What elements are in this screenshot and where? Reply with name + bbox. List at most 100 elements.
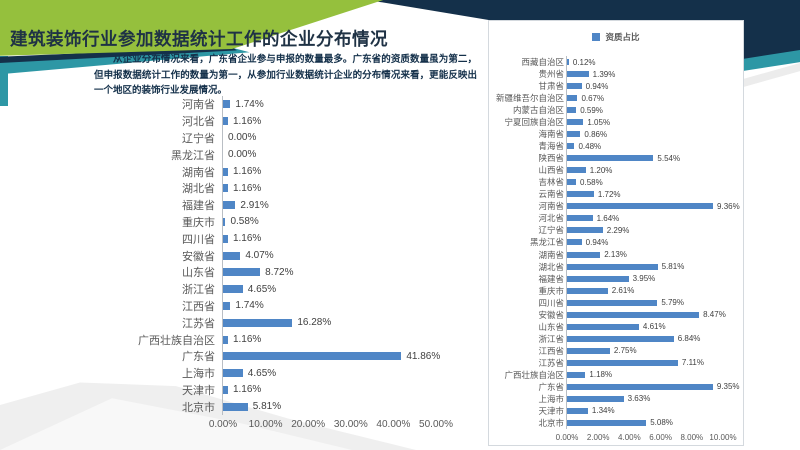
- chart-row: 广东省 9.35%: [489, 380, 743, 393]
- left-chart-rows: 河南省 1.74% 河北省 1.16% 辽宁省 0.00% 黑龙江省 0.00% 湖南省 1.16…: [90, 96, 480, 416]
- category-label: 海南省: [538, 129, 564, 140]
- bar-track: 4.07%: [222, 247, 436, 264]
- bar: [567, 239, 582, 246]
- category-label: 广西壮族自治区: [504, 369, 564, 380]
- bar: [567, 83, 582, 90]
- bar: [567, 191, 594, 198]
- category-label: 贵州省: [538, 69, 564, 80]
- x-axis-tick-label: 2.00%: [586, 432, 610, 442]
- category-label: 广东省: [538, 381, 564, 392]
- bar-track: 0.48%: [566, 140, 723, 153]
- bar-track: 1.72%: [566, 188, 723, 201]
- chart-row: 天津市 1.16%: [90, 381, 480, 399]
- chart-row: 湖北省 5.81%: [489, 260, 743, 273]
- category-label: 江西省: [538, 345, 564, 356]
- chart-row: 四川省 1.16%: [90, 230, 480, 248]
- x-axis-tick-label: 50.00%: [419, 419, 453, 431]
- value-label: 0.00%: [228, 132, 257, 144]
- chart-row: 安徽省 8.47%: [489, 308, 743, 321]
- category-label: 北京市: [538, 417, 564, 428]
- x-axis-tick-label: 0.00%: [208, 419, 238, 431]
- bar: [567, 215, 593, 222]
- bar: [223, 318, 293, 327]
- x-axis-tick-label: 8.00%: [680, 432, 704, 442]
- value-label: 8.72%: [265, 266, 294, 278]
- category-label: 上海市: [538, 393, 564, 404]
- value-label: 8.47%: [703, 310, 726, 320]
- bar: [567, 119, 584, 126]
- bar-track: 5.81%: [222, 398, 436, 416]
- bar: [567, 167, 586, 174]
- category-label: 四川省: [182, 233, 215, 246]
- bar: [567, 287, 608, 294]
- bar: [567, 335, 674, 342]
- chart-row: 江苏省 16.28%: [90, 314, 480, 332]
- chart-row: 江西省 2.75%: [489, 344, 743, 357]
- bar: [223, 217, 226, 226]
- category-label: 江西省: [182, 300, 215, 313]
- category-label: 江苏省: [182, 317, 215, 330]
- chart-row: 山东省 8.72%: [90, 263, 480, 281]
- chart-row: 北京市 5.81%: [90, 398, 480, 416]
- bar: [567, 203, 714, 210]
- bar: [567, 323, 639, 330]
- bar-track: 4.65%: [222, 364, 436, 382]
- bar-track: 8.72%: [222, 263, 436, 281]
- chart-row: 上海市 3.63%: [489, 392, 743, 405]
- value-label: 1.64%: [596, 213, 620, 223]
- bar: [567, 347, 610, 354]
- value-label: 0.94%: [585, 81, 609, 91]
- value-label: 0.48%: [578, 141, 602, 151]
- value-label: 2.91%: [240, 199, 269, 211]
- bar-track: 5.08%: [566, 416, 723, 429]
- category-label: 天津市: [182, 384, 215, 397]
- bar-track: 5.79%: [566, 296, 723, 309]
- chart-row: 贵州省 1.39%: [489, 68, 743, 81]
- bar: [567, 227, 603, 234]
- bar-track: 1.16%: [222, 331, 436, 348]
- value-label: 4.65%: [247, 367, 277, 379]
- chart-row: 湖南省 2.13%: [489, 248, 743, 261]
- chart-row: 四川省 5.79%: [489, 296, 743, 309]
- value-label: 2.29%: [606, 225, 630, 235]
- chart-row: 黑龙江省 0.94%: [489, 236, 743, 249]
- bar-track: 2.75%: [566, 344, 723, 357]
- bar-track: 0.59%: [566, 104, 723, 117]
- x-axis-tick-label: 30.00%: [333, 419, 368, 431]
- value-label: 1.16%: [232, 384, 262, 396]
- bar: [223, 335, 228, 344]
- category-label: 西藏自治区: [521, 57, 564, 68]
- category-label: 浙江省: [182, 284, 215, 297]
- category-label: 湖北省: [182, 183, 215, 196]
- left-chart-x-axis: 0.00% 10.00% 20.00% 30.00% 40.00% 50.00%: [209, 419, 453, 431]
- bar: [223, 352, 402, 361]
- bar: [567, 395, 624, 402]
- category-label: 甘肃省: [538, 81, 564, 92]
- value-label: 1.20%: [589, 165, 613, 175]
- bar: [567, 371, 586, 378]
- value-label: 5.81%: [661, 262, 685, 272]
- value-label: 1.16%: [232, 115, 262, 127]
- value-label: 7.11%: [681, 358, 704, 368]
- category-label: 山东省: [538, 321, 564, 332]
- value-label: 5.08%: [650, 418, 673, 428]
- category-label: 陕西省: [538, 153, 564, 164]
- chart-row: 广西壮族自治区 1.16%: [90, 331, 480, 348]
- value-label: 0.12%: [572, 57, 596, 67]
- category-label: 河南省: [538, 201, 564, 212]
- category-label: 山东省: [182, 267, 215, 280]
- category-label: 湖北省: [538, 261, 564, 272]
- bar-track: 0.00%: [222, 129, 436, 147]
- bar-track: 9.36%: [566, 200, 740, 213]
- bar: [567, 179, 577, 186]
- category-label: 宁夏回族自治区: [504, 117, 564, 128]
- value-label: 6.84%: [677, 334, 701, 344]
- category-label: 天津市: [538, 405, 564, 416]
- chart-row: 甘肃省 0.94%: [489, 80, 743, 93]
- teal-left-edge-strip: [0, 56, 8, 106]
- category-label: 河南省: [182, 99, 215, 112]
- bar-track: 0.00%: [222, 146, 436, 164]
- chart-row: 山西省 1.20%: [489, 164, 743, 177]
- value-label: 5.79%: [661, 298, 684, 308]
- bar-track: 1.16%: [222, 230, 436, 248]
